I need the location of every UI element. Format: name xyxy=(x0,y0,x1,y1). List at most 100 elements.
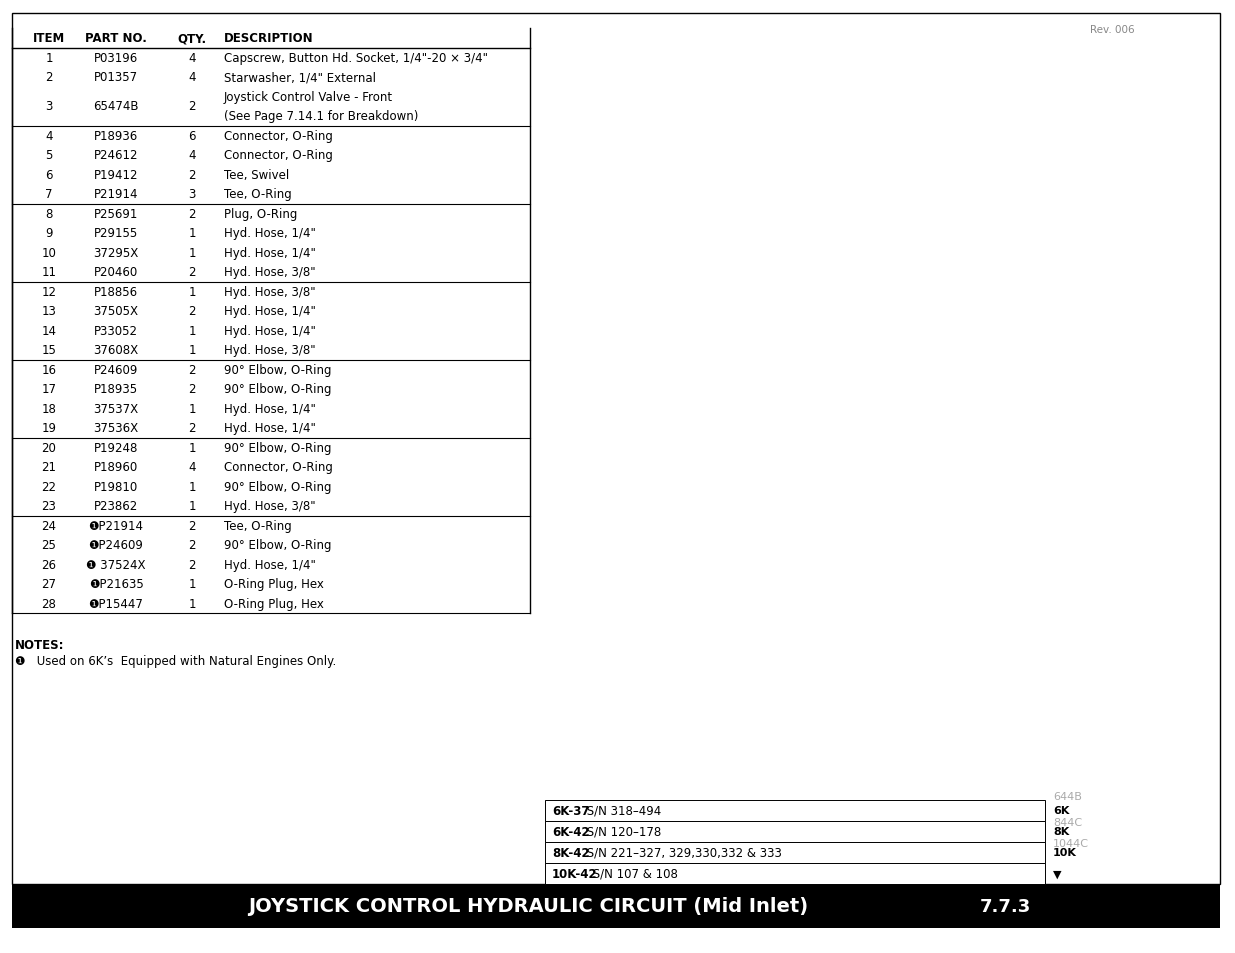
Text: 10K: 10K xyxy=(1053,847,1077,858)
Text: 65474B: 65474B xyxy=(94,100,138,113)
Text: 3: 3 xyxy=(46,100,53,113)
Text: 28: 28 xyxy=(42,598,57,610)
Text: 90° Elbow, O-Ring: 90° Elbow, O-Ring xyxy=(224,441,331,455)
Text: P18856: P18856 xyxy=(94,286,138,298)
Text: Hyd. Hose, 3/8": Hyd. Hose, 3/8" xyxy=(224,266,316,279)
Text: 1: 1 xyxy=(188,324,196,337)
Text: Tee, O-Ring: Tee, O-Ring xyxy=(224,519,291,532)
Text: ❶P15447: ❶P15447 xyxy=(89,598,143,610)
Text: 25: 25 xyxy=(42,538,57,552)
Text: Hyd. Hose, 1/4": Hyd. Hose, 1/4" xyxy=(224,247,316,259)
Text: 37537X: 37537X xyxy=(94,402,138,416)
Text: 2: 2 xyxy=(188,169,196,182)
Text: Connector, O-Ring: Connector, O-Ring xyxy=(224,149,333,162)
Text: 21: 21 xyxy=(42,460,57,474)
Text: 26: 26 xyxy=(42,558,57,571)
Text: Hyd. Hose, 1/4": Hyd. Hose, 1/4" xyxy=(224,558,316,571)
Text: Hyd. Hose, 1/4": Hyd. Hose, 1/4" xyxy=(224,305,316,318)
Text: Plug, O-Ring: Plug, O-Ring xyxy=(224,208,298,220)
Text: P33052: P33052 xyxy=(94,324,138,337)
Text: 2: 2 xyxy=(188,383,196,395)
Text: P19810: P19810 xyxy=(94,480,138,494)
Text: ❶ 37524X: ❶ 37524X xyxy=(86,558,146,571)
Text: 10K-42: 10K-42 xyxy=(552,867,598,880)
Text: P18960: P18960 xyxy=(94,460,138,474)
Text: P20460: P20460 xyxy=(94,266,138,279)
Text: 7.7.3: 7.7.3 xyxy=(979,897,1031,915)
Text: 27: 27 xyxy=(42,578,57,591)
Text: 16: 16 xyxy=(42,363,57,376)
Text: S/N 120–178: S/N 120–178 xyxy=(583,825,661,838)
Text: Hyd. Hose, 3/8": Hyd. Hose, 3/8" xyxy=(224,499,316,513)
Text: 6K: 6K xyxy=(1053,805,1070,816)
Text: 2: 2 xyxy=(188,519,196,532)
Text: 4: 4 xyxy=(188,51,196,65)
Text: Hyd. Hose, 1/4": Hyd. Hose, 1/4" xyxy=(224,324,316,337)
Text: 15: 15 xyxy=(42,344,57,356)
Text: 4: 4 xyxy=(188,460,196,474)
Text: 9: 9 xyxy=(46,227,53,240)
Text: 37505X: 37505X xyxy=(94,305,138,318)
Text: 90° Elbow, O-Ring: 90° Elbow, O-Ring xyxy=(224,363,331,376)
Text: Starwasher, 1/4" External: Starwasher, 1/4" External xyxy=(224,71,375,84)
Text: 90° Elbow, O-Ring: 90° Elbow, O-Ring xyxy=(224,480,331,494)
Text: 2: 2 xyxy=(188,422,196,435)
Text: 18: 18 xyxy=(42,402,57,416)
Text: P29155: P29155 xyxy=(94,227,138,240)
Text: 2: 2 xyxy=(188,305,196,318)
Text: ITEM: ITEM xyxy=(33,32,65,45)
Text: 1: 1 xyxy=(188,578,196,591)
Text: Connector, O-Ring: Connector, O-Ring xyxy=(224,460,333,474)
Text: 1: 1 xyxy=(188,402,196,416)
Text: 6: 6 xyxy=(188,130,196,143)
Text: 644B: 644B xyxy=(1053,791,1082,801)
Text: 10: 10 xyxy=(42,247,57,259)
Text: ❶P24609: ❶P24609 xyxy=(89,538,143,552)
Text: 8K-42: 8K-42 xyxy=(552,846,589,859)
Text: PART NO.: PART NO. xyxy=(85,32,147,45)
Text: P18936: P18936 xyxy=(94,130,138,143)
Text: 12: 12 xyxy=(42,286,57,298)
Text: Connector, O-Ring: Connector, O-Ring xyxy=(224,130,333,143)
Text: 37295X: 37295X xyxy=(94,247,138,259)
Bar xyxy=(12,884,1220,928)
Text: P18935: P18935 xyxy=(94,383,138,395)
Text: 8K: 8K xyxy=(1053,826,1070,837)
Text: 2: 2 xyxy=(188,266,196,279)
Text: 1044C: 1044C xyxy=(1053,839,1089,848)
Text: 2: 2 xyxy=(188,538,196,552)
Text: O-Ring Plug, Hex: O-Ring Plug, Hex xyxy=(224,578,324,591)
Text: 1: 1 xyxy=(188,441,196,455)
Text: 6K-37: 6K-37 xyxy=(552,804,589,817)
Text: 11: 11 xyxy=(42,266,57,279)
Text: P23862: P23862 xyxy=(94,499,138,513)
Text: Hyd. Hose, 1/4": Hyd. Hose, 1/4" xyxy=(224,422,316,435)
Text: 1: 1 xyxy=(188,480,196,494)
Text: 22: 22 xyxy=(42,480,57,494)
Text: 1: 1 xyxy=(188,247,196,259)
Text: DESCRIPTION: DESCRIPTION xyxy=(224,32,314,45)
Text: 1: 1 xyxy=(188,286,196,298)
Text: 90° Elbow, O-Ring: 90° Elbow, O-Ring xyxy=(224,383,331,395)
Text: 844C: 844C xyxy=(1053,817,1082,827)
Text: 2: 2 xyxy=(188,208,196,220)
Text: ❶P21635: ❶P21635 xyxy=(89,578,143,591)
Bar xyxy=(545,801,1045,821)
Text: Hyd. Hose, 1/4": Hyd. Hose, 1/4" xyxy=(224,227,316,240)
Text: 2: 2 xyxy=(188,558,196,571)
Text: P25691: P25691 xyxy=(94,208,138,220)
Text: 20: 20 xyxy=(42,441,57,455)
Text: 4: 4 xyxy=(188,71,196,84)
Text: 37608X: 37608X xyxy=(94,344,138,356)
Text: S/N 221–327, 329,330,332 & 333: S/N 221–327, 329,330,332 & 333 xyxy=(583,846,782,859)
Text: 24: 24 xyxy=(42,519,57,532)
Text: 19: 19 xyxy=(42,422,57,435)
Text: 1: 1 xyxy=(188,227,196,240)
Text: P21914: P21914 xyxy=(94,188,138,201)
Text: 1: 1 xyxy=(188,499,196,513)
Text: 8: 8 xyxy=(46,208,53,220)
Text: ▼: ▼ xyxy=(1053,868,1062,879)
Text: NOTES:: NOTES: xyxy=(15,639,64,651)
Bar xyxy=(545,821,1045,842)
Text: 14: 14 xyxy=(42,324,57,337)
